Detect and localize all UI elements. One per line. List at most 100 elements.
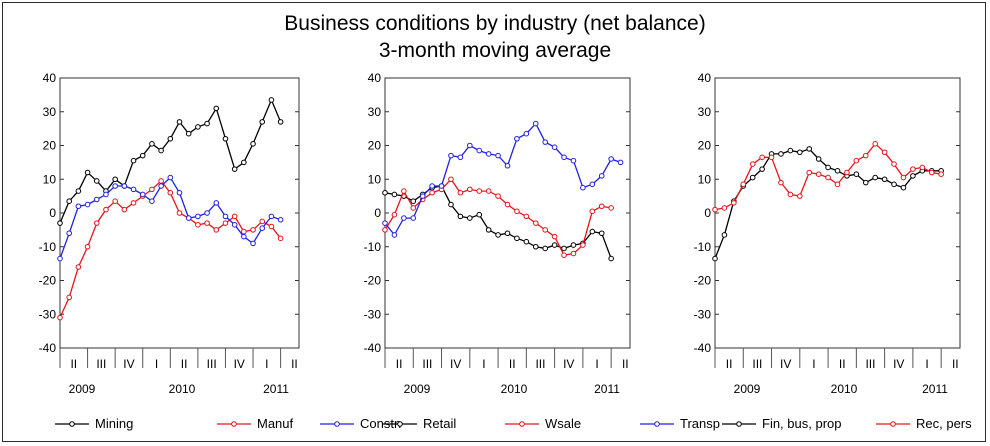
data-point [268, 213, 275, 220]
y-tick-label: -40 [39, 341, 57, 355]
data-point [241, 159, 247, 166]
x-quarter-label: III [207, 357, 217, 371]
y-tick-label: 20 [368, 139, 382, 153]
data-point [523, 213, 530, 220]
x-quarter-label: III [752, 357, 762, 371]
data-point [382, 189, 388, 196]
data-point [731, 200, 737, 206]
x-year-label: 2009 [69, 382, 96, 396]
data-point [121, 183, 128, 189]
data-point [891, 181, 897, 188]
data-point [495, 152, 501, 159]
data-point [551, 242, 558, 248]
data-point [891, 161, 897, 167]
data-point [176, 119, 183, 125]
data-point [103, 206, 109, 213]
x-quarter-label: III [96, 357, 106, 371]
x-quarter-label: IV [234, 357, 245, 371]
data-point [787, 147, 794, 154]
data-point [130, 186, 137, 193]
x-year-label: 2010 [831, 382, 858, 396]
data-point [75, 203, 82, 210]
data-point [589, 181, 596, 188]
data-point [250, 240, 256, 247]
data-point [231, 166, 238, 172]
y-tick-label: 30 [368, 105, 382, 119]
legend-marker [397, 421, 403, 427]
data-point [504, 201, 511, 208]
data-point [57, 255, 63, 262]
legend-item: Retail [383, 416, 456, 431]
data-point [608, 156, 614, 162]
data-point [103, 191, 109, 198]
data-point [158, 183, 164, 189]
y-tick-label: -30 [364, 307, 382, 321]
data-point [844, 169, 850, 176]
data-point [862, 152, 869, 159]
data-point [448, 201, 454, 208]
data-point [250, 227, 256, 233]
y-tick-label: -40 [364, 341, 382, 355]
data-point [448, 152, 454, 159]
data-point [768, 154, 775, 161]
data-point [66, 198, 72, 204]
data-point [149, 198, 155, 204]
legend-marker [654, 421, 660, 427]
data-point [570, 242, 577, 248]
x-quarter-label: II [622, 357, 629, 371]
x-quarter-label: I [925, 357, 928, 371]
data-point [57, 220, 63, 226]
data-point [570, 250, 577, 257]
series-line-2 [384, 122, 621, 237]
data-point [514, 208, 520, 215]
y-tick-label: 0 [374, 206, 381, 220]
chart-title: Business conditions by industry (net bal… [0, 10, 990, 64]
x-year-label: 2011 [922, 382, 948, 396]
data-point [778, 151, 784, 157]
data-point [759, 166, 765, 172]
data-point [195, 213, 201, 220]
data-point [542, 139, 548, 145]
data-point [881, 176, 888, 183]
data-point [467, 186, 473, 193]
data-point [204, 120, 210, 127]
data-point [112, 183, 118, 189]
data-point [66, 294, 72, 301]
data-point [542, 245, 548, 252]
data-point [561, 252, 567, 258]
data-point [797, 149, 803, 156]
data-point [598, 173, 605, 179]
data-point [476, 188, 483, 194]
data-point [495, 193, 501, 199]
data-point [919, 164, 926, 171]
data-point [195, 222, 201, 228]
title-line-2: 3-month moving average [378, 39, 612, 62]
legend-marker [69, 421, 75, 427]
data-point [448, 176, 454, 183]
x-quarter-label: IV [780, 357, 791, 371]
data-point [410, 205, 417, 211]
data-point [825, 174, 831, 181]
data-point [391, 211, 398, 218]
data-point [259, 119, 266, 125]
x-year-label: 2010 [501, 382, 528, 396]
x-quarter-label: IV [563, 357, 574, 371]
data-point [429, 183, 435, 189]
data-point [561, 154, 567, 161]
title-line-1: Business conditions by industry (net bal… [284, 12, 706, 35]
data-point [93, 196, 100, 203]
data-point [862, 179, 869, 186]
y-tick-label: -30 [39, 307, 57, 321]
y-tick-label: 20 [43, 139, 57, 153]
data-point [139, 191, 146, 198]
x-quarter-label: I [595, 357, 598, 371]
legend-label: Wsale [545, 416, 581, 431]
y-tick-label: 10 [43, 172, 57, 186]
data-point [778, 179, 784, 186]
y-tick-label: -20 [364, 274, 382, 288]
data-point [495, 232, 501, 238]
legend-item: Wsale [505, 416, 581, 431]
data-point [419, 193, 426, 199]
data-point [66, 230, 72, 237]
